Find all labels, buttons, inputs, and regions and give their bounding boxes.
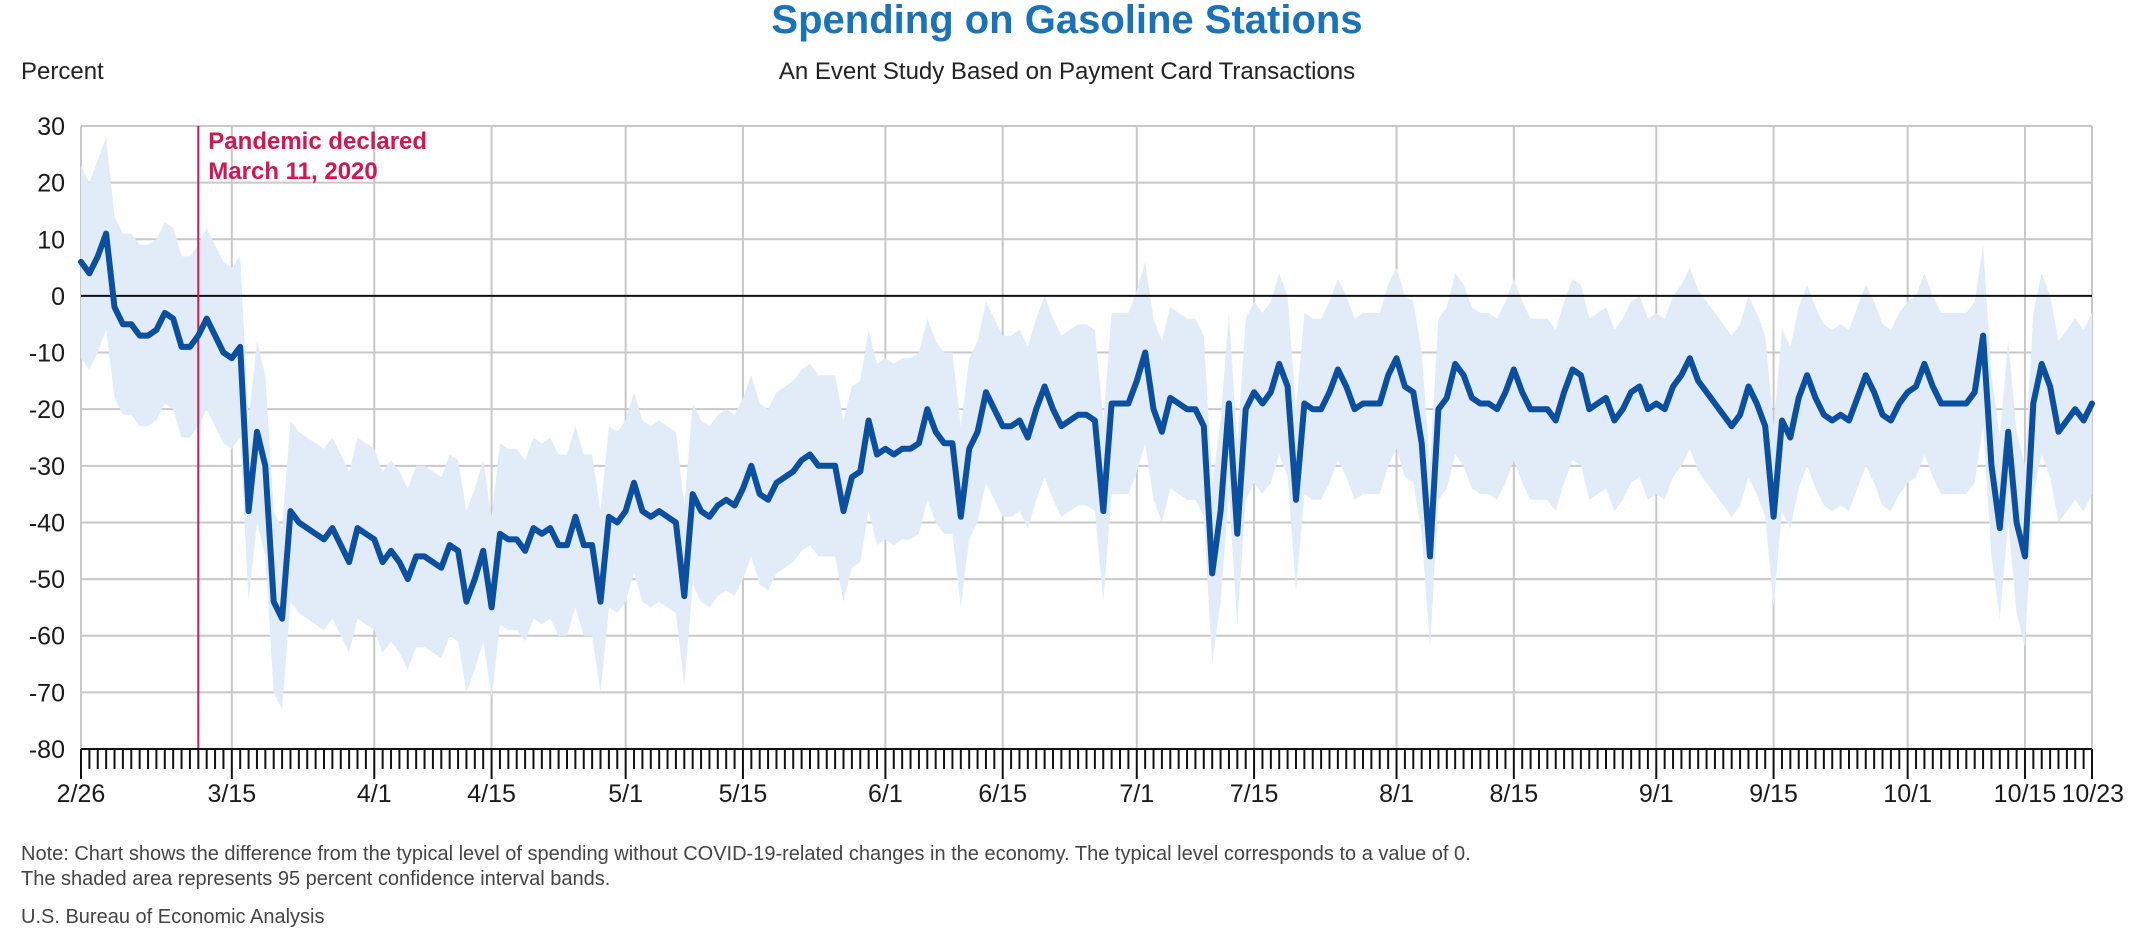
x-tick-labels: 2/26 3/15 4/1 4/15 5/1 5/15 6/1 6/15 7/1 7/15 8/1 8…	[57, 780, 2124, 808]
x-tick-label: 3/15	[207, 780, 256, 808]
y-tick-label: -10	[29, 340, 65, 368]
x-tick-label: 7/15	[1230, 780, 1279, 808]
y-tick-label: 20	[37, 170, 65, 198]
y-tick-label: -60	[29, 623, 65, 651]
y-tick-label: -50	[29, 566, 65, 594]
x-tick-label: 10/15	[1994, 780, 2057, 808]
note-line-2: The shaded area represents 95 percent co…	[21, 868, 611, 890]
x-tick-label: 7/1	[1119, 780, 1154, 808]
chart-subtitle: An Event Study Based on Payment Card Tra…	[778, 58, 1356, 85]
y-tick-label: 30	[37, 113, 65, 141]
chart-note: Note: Chart shows the difference from th…	[21, 842, 1471, 892]
x-tick-label: 4/1	[357, 780, 392, 808]
source-credit: U.S. Bureau of Economic Analysis	[21, 906, 325, 928]
x-tick-label: 5/15	[719, 780, 768, 808]
confidence-band	[81, 137, 2092, 710]
annotation-line-1: Pandemic declared	[208, 128, 427, 155]
y-tick-label: -70	[29, 679, 65, 707]
x-tick-label: 8/1	[1379, 780, 1414, 808]
y-tick-labels: 30 20 10 0 -10 -20 -30 -40 -50 -60 -70 -80	[29, 113, 65, 764]
annotation-line-2: March 11, 2020	[208, 158, 377, 185]
x-tick-label: 6/15	[978, 780, 1027, 808]
chart-title: Spending on Gasoline Stations	[771, 0, 1363, 42]
y-tick-label: -40	[29, 509, 65, 537]
x-tick-label: 10/23	[2061, 780, 2124, 808]
x-tick-label: 10/1	[1883, 780, 1932, 808]
y-tick-label: -80	[29, 736, 65, 764]
axes	[80, 748, 2093, 779]
y-axis-label: Percent	[21, 58, 104, 85]
x-tick-label: 2/26	[57, 780, 106, 808]
spending-series-line	[78, 230, 2095, 622]
x-tick-label: 9/1	[1639, 780, 1674, 808]
y-tick-label: -30	[29, 453, 65, 481]
x-tick-label: 5/1	[608, 780, 643, 808]
x-tick-label: 9/15	[1749, 780, 1798, 808]
y-tick-label: -20	[29, 396, 65, 424]
x-tick-label: 4/15	[467, 780, 516, 808]
note-line-1: Note: Chart shows the difference from th…	[21, 843, 1471, 865]
chart-plot: Pandemic declared March 11, 2020 30 20 10 0…	[29, 113, 2124, 808]
y-tick-label: 10	[37, 226, 65, 254]
x-tick-label: 8/15	[1490, 780, 1539, 808]
x-tick-label: 6/1	[868, 780, 903, 808]
y-tick-label: 0	[51, 283, 65, 311]
